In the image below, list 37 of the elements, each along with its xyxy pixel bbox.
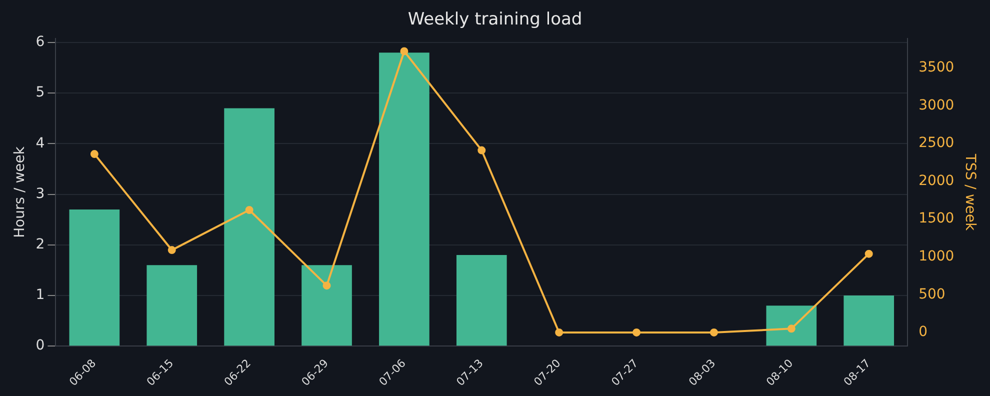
y2-tick-label: 500 bbox=[918, 286, 946, 302]
bar bbox=[844, 295, 894, 346]
chart-title: Weekly training load bbox=[408, 10, 582, 30]
point bbox=[864, 250, 873, 258]
bar bbox=[379, 52, 430, 346]
y2-tick-label: 3500 bbox=[918, 60, 954, 76]
y2-tick-label: 3000 bbox=[918, 97, 954, 114]
bar bbox=[456, 254, 507, 346]
y-tick-label: 6 bbox=[36, 34, 45, 50]
bar bbox=[302, 265, 352, 346]
y2-axis-title: TSS / week bbox=[962, 152, 978, 232]
point bbox=[245, 206, 254, 214]
y2-tick-label: 1500 bbox=[918, 210, 954, 227]
bar bbox=[69, 209, 120, 346]
bar bbox=[766, 306, 817, 346]
y-tick-label: 1 bbox=[36, 287, 45, 304]
point bbox=[90, 150, 98, 158]
point bbox=[632, 328, 641, 336]
y-axis-title: Hours / week bbox=[12, 146, 28, 238]
bar bbox=[224, 108, 274, 346]
y2-tick-label: 2000 bbox=[918, 172, 954, 189]
y-tick-label: 0 bbox=[36, 338, 45, 354]
y2-tick-label: 0 bbox=[918, 324, 928, 340]
y-tick-label: 4 bbox=[36, 135, 45, 152]
point bbox=[400, 47, 408, 56]
point bbox=[168, 246, 176, 254]
point bbox=[555, 328, 564, 336]
point bbox=[787, 324, 796, 333]
y2-tick-label: 1000 bbox=[918, 248, 954, 265]
y-tick-label: 2 bbox=[36, 236, 45, 252]
point bbox=[478, 146, 486, 154]
y-tick-label: 3 bbox=[36, 186, 45, 202]
point bbox=[322, 282, 331, 290]
y2-tick-label: 2500 bbox=[918, 135, 954, 152]
bar bbox=[146, 265, 198, 346]
y-tick-label: 5 bbox=[36, 84, 45, 101]
point bbox=[710, 328, 718, 336]
